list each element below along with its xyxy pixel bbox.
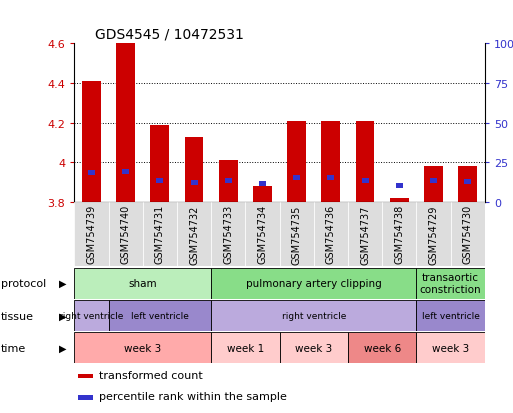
Text: GSM754729: GSM754729 [428,205,439,264]
Text: week 3: week 3 [295,343,332,353]
Bar [74,203,109,267]
Bar [382,203,417,267]
Text: GSM754738: GSM754738 [394,205,404,264]
Text: GSM754735: GSM754735 [292,205,302,264]
Bar [109,203,143,267]
Bar [314,203,348,267]
Text: GSM754734: GSM754734 [258,205,267,264]
Bar [348,332,417,363]
Bar [259,182,266,186]
Text: time: time [1,343,26,353]
Bar [190,181,198,185]
Bar [417,268,485,299]
Text: transformed count: transformed count [99,370,203,380]
Bar [88,171,95,175]
Bar [287,121,306,203]
Text: GSM754736: GSM754736 [326,205,336,264]
Bar [78,374,93,378]
Text: right ventricle: right ventricle [60,311,124,320]
Bar [464,180,471,184]
Text: GDS4545 / 10472531: GDS4545 / 10472531 [95,27,244,41]
Bar [74,300,109,331]
Bar [327,176,334,180]
Bar [417,300,485,331]
Bar [362,179,369,183]
Text: week 3: week 3 [432,343,469,353]
Text: ▶: ▶ [59,278,67,289]
Text: right ventricle: right ventricle [282,311,346,320]
Text: GSM754740: GSM754740 [121,205,131,264]
Text: transaortic
constriction: transaortic constriction [420,273,481,294]
Bar [82,81,101,203]
Text: tissue: tissue [1,311,33,321]
Bar [78,396,93,400]
Bar [74,332,211,363]
Bar [424,167,443,203]
Bar [150,125,169,203]
Bar [280,203,314,267]
Bar [430,179,437,183]
Text: sham: sham [128,278,157,289]
Bar [417,332,485,363]
Bar [390,199,409,203]
Text: percentile rank within the sample: percentile rank within the sample [99,392,287,401]
Text: ▶: ▶ [59,311,67,321]
Bar [417,203,450,267]
Bar [211,203,245,267]
Bar [211,332,280,363]
Bar [109,300,211,331]
Bar [253,187,272,203]
Bar [458,167,477,203]
Text: GSM754739: GSM754739 [87,205,96,264]
Text: ▶: ▶ [59,343,67,353]
Bar [185,137,204,203]
Bar [450,203,485,267]
Text: GSM754731: GSM754731 [155,205,165,264]
Bar [219,161,238,203]
Bar [225,179,232,183]
Bar [322,121,340,203]
Text: pulmonary artery clipping: pulmonary artery clipping [246,278,382,289]
Text: GSM754733: GSM754733 [223,205,233,264]
Bar [156,179,164,183]
Bar [211,300,417,331]
Bar [293,176,300,180]
Bar [211,268,417,299]
Text: week 6: week 6 [364,343,401,353]
Bar [143,203,177,267]
Bar [74,268,211,299]
Text: GSM754732: GSM754732 [189,205,199,264]
Text: protocol: protocol [1,278,46,289]
Text: left ventricle: left ventricle [422,311,480,320]
Bar [122,170,129,174]
Bar [116,44,135,203]
Text: week 3: week 3 [124,343,162,353]
Bar [177,203,211,267]
Bar [348,203,382,267]
Text: left ventricle: left ventricle [131,311,189,320]
Bar [280,332,348,363]
Text: GSM754730: GSM754730 [463,205,472,264]
Text: GSM754737: GSM754737 [360,205,370,264]
Bar [356,121,374,203]
Bar [245,203,280,267]
Bar [396,184,403,188]
Text: week 1: week 1 [227,343,264,353]
